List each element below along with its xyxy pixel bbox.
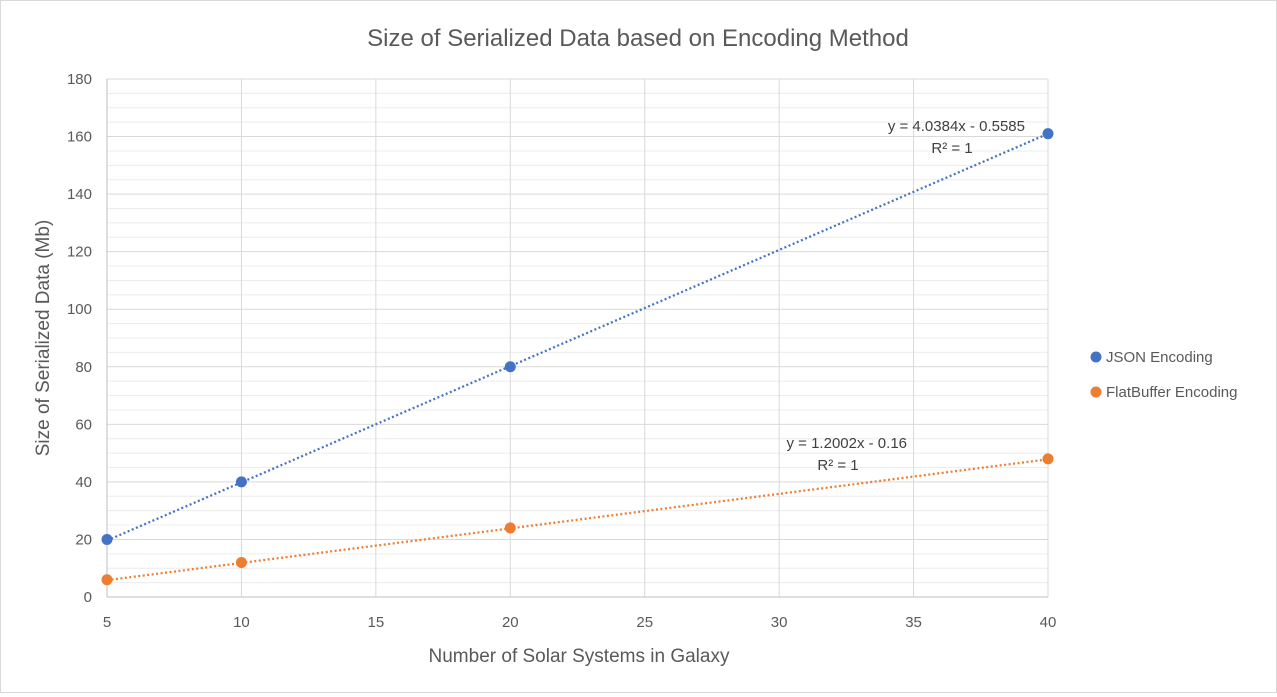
y-tick-label: 60 (75, 416, 92, 433)
flatbuffer-trendline-equation: y = 1.2002x - 0.16 (787, 435, 908, 452)
data-point-series-1 (235, 556, 247, 568)
x-axis-title: Number of Solar Systems in Galaxy (429, 646, 730, 667)
data-point-series-1 (1042, 453, 1054, 465)
legend-label-flatbuffer: FlatBuffer Encoding (1106, 384, 1237, 401)
x-tick-label: 30 (771, 614, 788, 631)
y-axis-title: Size of Serialized Data (Mb) (33, 220, 54, 457)
json-trendline-equation: y = 4.0384x - 0.5585 (888, 118, 1025, 135)
y-tick-label: 140 (67, 186, 92, 203)
data-point-series-0 (504, 361, 516, 373)
y-tick-label: 0 (84, 589, 92, 606)
legend-marker-flatbuffer (1090, 386, 1102, 398)
legend-marker-json (1090, 351, 1102, 363)
data-point-series-0 (1042, 128, 1054, 140)
trendline-series-0 (106, 132, 1049, 542)
trendline-series-1 (106, 458, 1049, 582)
data-point-series-0 (101, 533, 113, 545)
y-tick-label: 20 (75, 531, 92, 548)
trendline-layer (106, 132, 1049, 582)
x-tick-label: 25 (636, 614, 653, 631)
x-tick-label: 40 (1040, 614, 1057, 631)
flatbuffer-trendline-r2: R² = 1 (817, 457, 858, 474)
y-tick-label: 160 (67, 129, 92, 146)
y-tick-label: 80 (75, 359, 92, 376)
y-tick-label: 40 (75, 474, 92, 491)
x-tick-label: 10 (233, 614, 250, 631)
y-tick-label: 120 (67, 244, 92, 261)
point-layer (101, 128, 1054, 586)
data-point-series-1 (504, 522, 516, 534)
y-tick-label: 180 (67, 71, 92, 88)
x-tick-label: 35 (905, 614, 922, 631)
json-trendline-r2: R² = 1 (931, 140, 972, 157)
legend-label-json: JSON Encoding (1106, 349, 1213, 366)
x-tick-label: 15 (368, 614, 385, 631)
chart-title: Size of Serialized Data based on Encodin… (367, 25, 909, 52)
x-tick-label: 20 (502, 614, 519, 631)
x-tick-label: 5 (103, 614, 111, 631)
data-point-series-0 (235, 476, 247, 488)
axis-layer: 0 20 40 60 80 100 120 140 160 180 5 10 15 20 25 30 35 40 (67, 71, 1056, 631)
legend: JSON Encoding FlatBuffer Encoding (1090, 349, 1237, 401)
data-point-series-1 (101, 574, 113, 586)
y-tick-label: 100 (67, 301, 92, 318)
